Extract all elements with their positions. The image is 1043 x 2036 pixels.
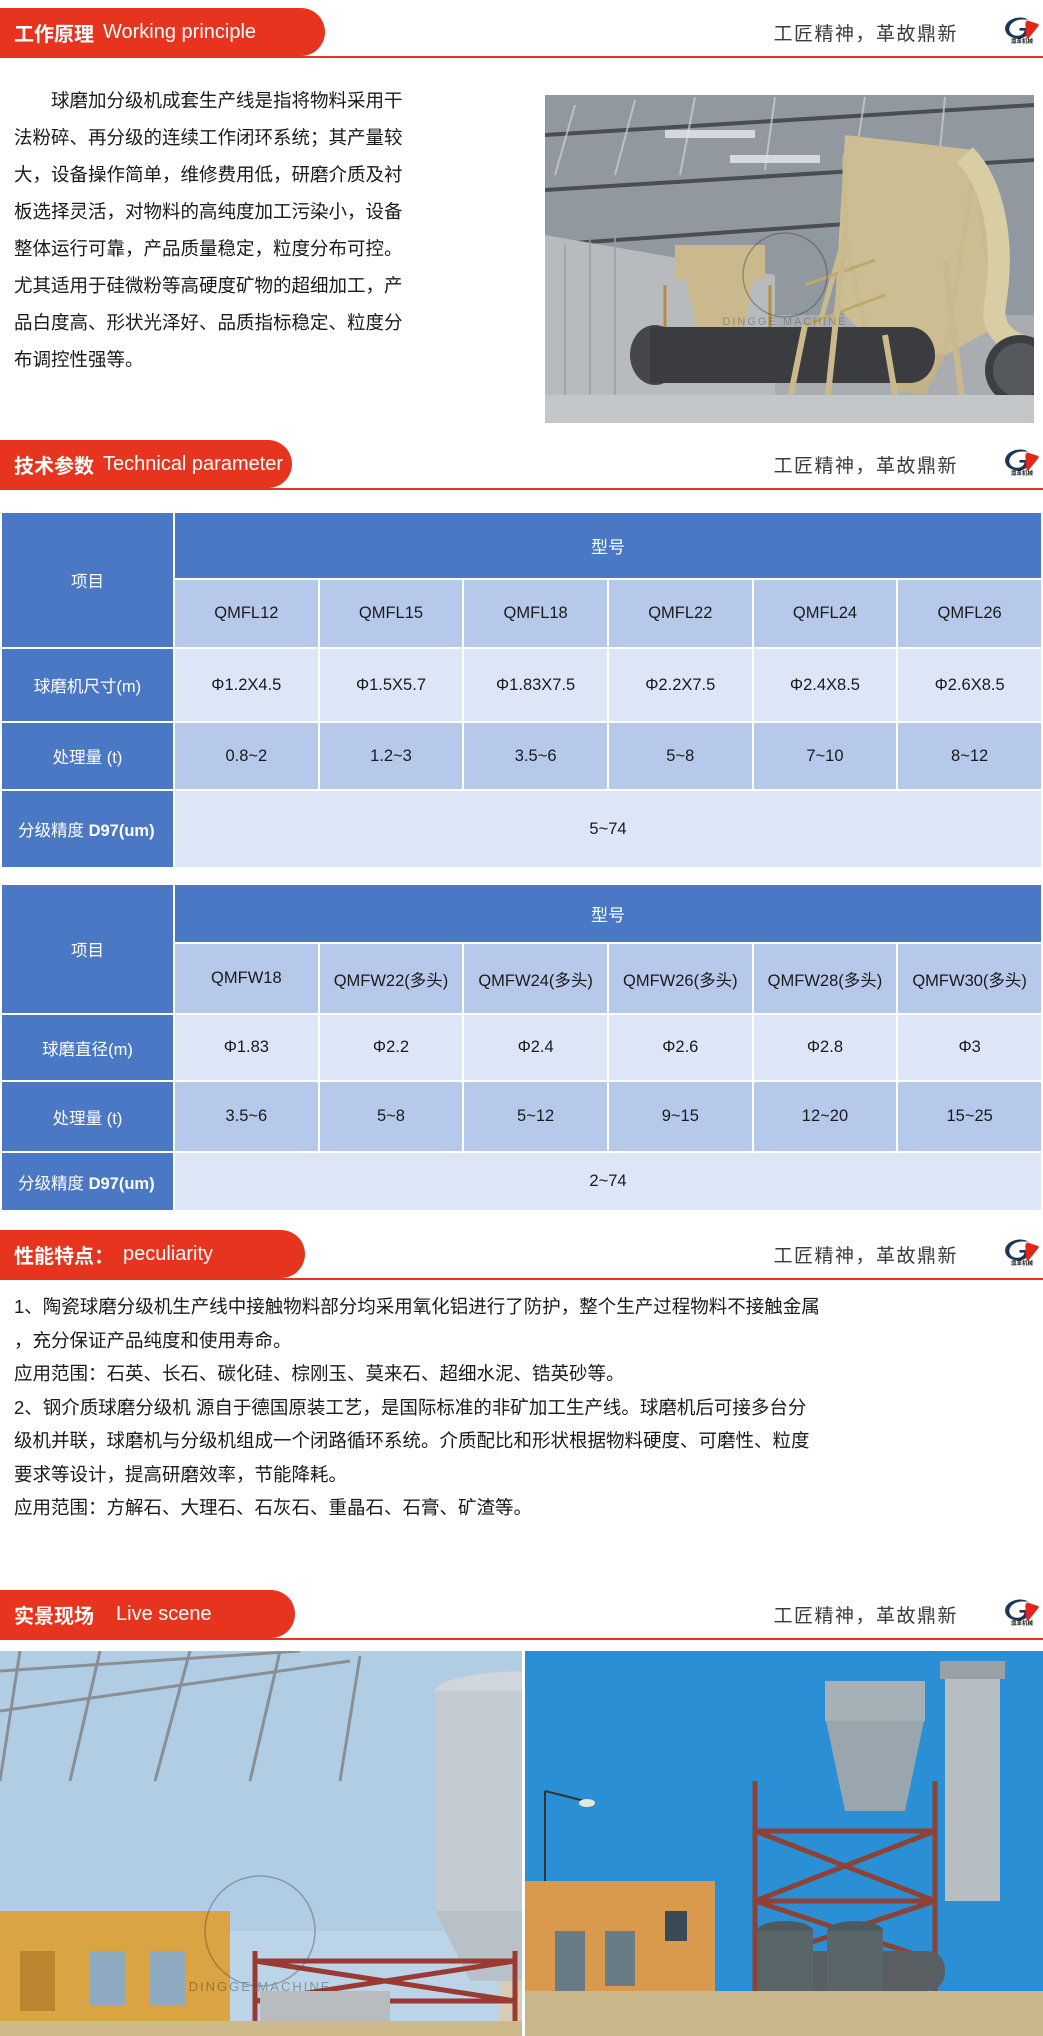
svg-text:DINGGE MACHINE: DINGGE MACHINE	[722, 316, 847, 328]
svg-text:DINGGE MACHINE: DINGGE MACHINE	[189, 1979, 332, 1994]
svg-text:鼎革机械: 鼎革机械	[1011, 1259, 1033, 1267]
svg-text:鼎革机械: 鼎革机械	[1011, 1619, 1033, 1627]
svg-text:鼎革机械: 鼎革机械	[1011, 37, 1033, 45]
svg-text:鼎革机械: 鼎革机械	[1011, 469, 1033, 477]
